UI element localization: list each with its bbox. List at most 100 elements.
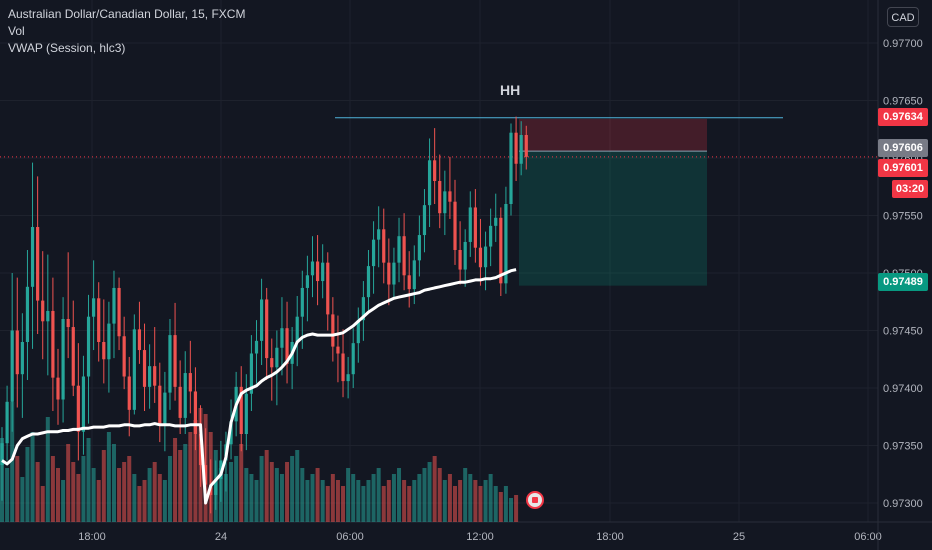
candle-body xyxy=(489,225,493,247)
volume-bar xyxy=(366,480,371,522)
symbol-title[interactable]: Australian Dollar/Canadian Dollar, 15, F… xyxy=(8,7,246,21)
candle-body xyxy=(356,320,360,344)
candle-body xyxy=(25,286,30,342)
candle-body xyxy=(433,160,437,181)
candle-body xyxy=(15,330,19,375)
vwap-indicator-label[interactable]: VWAP (Session, hlc3) xyxy=(8,41,126,55)
candle-body xyxy=(188,373,192,392)
candle-body xyxy=(524,135,528,157)
candle-body xyxy=(239,386,243,434)
candle-body xyxy=(458,250,462,270)
volume-bar xyxy=(234,456,239,522)
candle-body xyxy=(132,329,136,410)
volume-indicator-label[interactable]: Vol xyxy=(8,24,25,38)
volume-bar xyxy=(178,450,183,522)
volume-bar xyxy=(402,480,407,522)
candle-body xyxy=(443,191,447,214)
x-tick-label: 06:00 xyxy=(854,531,882,543)
volume-bar xyxy=(137,486,142,522)
candle-body xyxy=(81,376,86,432)
volume-bar xyxy=(35,462,40,522)
candle-body xyxy=(56,377,60,400)
volume-bar xyxy=(315,468,320,522)
volume-bar xyxy=(325,486,330,522)
chart-legend: Australian Dollar/Canadian Dollar, 15, F… xyxy=(8,6,245,57)
candle-body xyxy=(483,246,488,268)
candle-body xyxy=(163,392,167,425)
bar-countdown-text: 03:20 xyxy=(895,183,925,195)
candle-body xyxy=(173,335,177,387)
candle-body xyxy=(244,393,248,434)
volume-bar xyxy=(50,456,55,522)
volume-bar xyxy=(86,438,91,522)
candle-body xyxy=(305,275,309,288)
volume-bar xyxy=(351,474,356,522)
candle-body xyxy=(366,266,371,298)
currency-button[interactable]: CAD xyxy=(887,7,919,27)
candle-body xyxy=(397,236,401,263)
candle-body xyxy=(76,385,80,432)
candle-body xyxy=(158,385,162,425)
y-tick-label: 0.97650 xyxy=(883,96,923,108)
x-tick-label: 12:00 xyxy=(466,531,494,543)
candle-body xyxy=(371,239,376,267)
stop-price-text: 0.97634 xyxy=(883,111,923,123)
bar-countdown-tag: 03:20 xyxy=(892,180,928,198)
y-tick-label: 0.97450 xyxy=(883,326,923,338)
volume-bar xyxy=(407,486,412,522)
candle-body xyxy=(427,160,432,206)
target-price-tag: 0.97489 xyxy=(878,273,928,291)
candle-body xyxy=(341,353,345,382)
candle-body xyxy=(499,217,503,284)
volume-bar xyxy=(285,462,290,522)
volume-bar xyxy=(40,486,45,522)
volume-bar xyxy=(412,480,417,522)
last-price-text: 0.97601 xyxy=(883,162,923,174)
volume-bar xyxy=(341,486,346,522)
candle-body xyxy=(412,260,416,290)
volume-bar xyxy=(386,480,391,522)
volume-bar xyxy=(127,456,132,522)
x-tick-label: 06:00 xyxy=(336,531,364,543)
volume-bar xyxy=(147,468,152,522)
candle-body xyxy=(0,443,4,466)
volume-bar xyxy=(5,468,10,522)
candle-body xyxy=(214,478,218,495)
volume-bar xyxy=(346,468,351,522)
candle-body xyxy=(71,327,75,386)
volume-bar xyxy=(310,474,315,522)
canada-flag-event-icon[interactable] xyxy=(526,491,544,509)
candle-body xyxy=(198,434,203,466)
volume-bar xyxy=(71,462,76,522)
candle-body xyxy=(509,132,513,204)
candle-body xyxy=(92,298,96,317)
volume-bar xyxy=(376,468,381,522)
volume-bar xyxy=(264,450,269,522)
candle-body xyxy=(377,229,381,240)
last-price-tag: 0.97601 xyxy=(878,159,928,177)
vwap-line xyxy=(1,268,517,505)
take-profit-zone xyxy=(519,151,707,286)
volume-bar xyxy=(503,486,508,522)
volume-bar xyxy=(463,468,468,522)
candle-body xyxy=(473,207,477,248)
volume-bar xyxy=(167,456,172,522)
volume-bar xyxy=(91,468,96,522)
volume-bar xyxy=(290,456,295,522)
volume-bar xyxy=(20,477,25,522)
volume-bar xyxy=(300,468,305,522)
volume-bar xyxy=(361,486,366,522)
volume-bar xyxy=(453,486,458,522)
candle-body xyxy=(402,236,406,276)
volume-bar xyxy=(173,438,178,522)
candle-body xyxy=(193,391,198,434)
candle-body xyxy=(351,343,355,375)
candle-body xyxy=(51,310,55,378)
candle-body xyxy=(336,346,340,354)
volume-bar xyxy=(111,444,116,522)
volume-bar xyxy=(122,462,127,522)
hh-annotation[interactable]: HH xyxy=(500,82,521,98)
